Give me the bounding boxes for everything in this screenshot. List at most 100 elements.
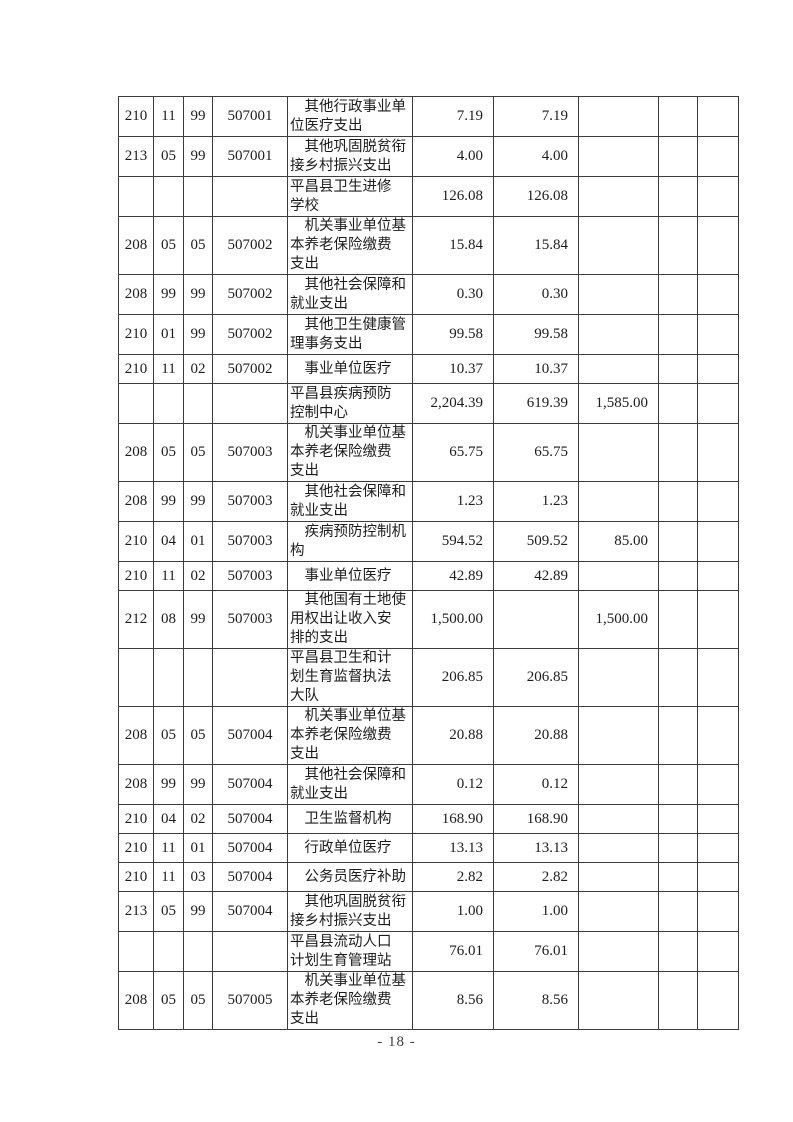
budget-table: 210 11 99 507001 其他行政事业单 位医疗支出 7.19 7.19 213 05…	[118, 96, 739, 1030]
cell-code-4: 507004	[212, 764, 288, 805]
page-number: - 18 -	[377, 1034, 416, 1050]
cell-description: 机关事业单位基 本养老保险缴费 支出	[287, 423, 413, 482]
cell-description: 机关事业单位基 本养老保险缴费 支出	[287, 216, 413, 275]
cell-blank-2	[697, 764, 739, 805]
cell-code-1: 210	[118, 96, 154, 137]
cell-code-1: 208	[118, 481, 154, 522]
table-row: 210 11 02 507002 事业单位医疗 10.37 10.37	[118, 354, 739, 384]
cell-code-4: 507003	[212, 590, 288, 649]
cell-amount-1: 42.89	[412, 561, 494, 591]
cell-amount-3	[578, 274, 659, 315]
table-row: 208 05 05 507002 机关事业单位基 本养老保险缴费 支出 15.84 15.…	[118, 216, 739, 275]
cell-amount-2: 509.52	[493, 521, 579, 562]
cell-code-4: 507004	[212, 706, 288, 765]
cell-code-4	[212, 931, 288, 972]
cell-amount-2: 15.84	[493, 216, 579, 275]
cell-blank-2	[697, 561, 739, 591]
cell-amount-2: 619.39	[493, 383, 579, 424]
cell-code-2	[153, 648, 184, 707]
cell-code-1: 210	[118, 314, 154, 355]
cell-amount-2: 76.01	[493, 931, 579, 972]
table-row: 210 11 01 507004 行政单位医疗 13.13 13.13	[118, 833, 739, 863]
cell-code-1: 213	[118, 891, 154, 932]
cell-amount-2: 1.00	[493, 891, 579, 932]
cell-amount-2: 42.89	[493, 561, 579, 591]
cell-amount-2: 10.37	[493, 354, 579, 384]
table-row: 210 11 99 507001 其他行政事业单 位医疗支出 7.19 7.19	[118, 96, 739, 137]
cell-code-3: 99	[183, 314, 213, 355]
cell-amount-1: 1,500.00	[412, 590, 494, 649]
cell-description: 事业单位医疗	[287, 561, 413, 591]
cell-blank-1	[658, 648, 698, 707]
cell-description: 机关事业单位基 本养老保险缴费 支出	[287, 971, 413, 1030]
cell-code-4: 507002	[212, 216, 288, 275]
cell-blank-2	[697, 136, 739, 177]
cell-code-1: 210	[118, 862, 154, 892]
cell-blank-1	[658, 176, 698, 217]
cell-amount-2: 2.82	[493, 862, 579, 892]
cell-amount-2	[493, 590, 579, 649]
cell-description: 平昌县疾病预防 控制中心	[287, 383, 413, 424]
cell-code-4: 507001	[212, 96, 288, 137]
cell-code-2: 05	[153, 706, 184, 765]
cell-amount-3	[578, 971, 659, 1030]
cell-code-2: 05	[153, 136, 184, 177]
cell-amount-3: 1,585.00	[578, 383, 659, 424]
cell-code-1: 212	[118, 590, 154, 649]
cell-code-1	[118, 931, 154, 972]
cell-amount-1: 0.30	[412, 274, 494, 315]
cell-code-4	[212, 383, 288, 424]
cell-code-4: 507002	[212, 274, 288, 315]
cell-code-2: 05	[153, 891, 184, 932]
cell-amount-1: 10.37	[412, 354, 494, 384]
cell-amount-1: 4.00	[412, 136, 494, 177]
cell-code-2: 01	[153, 314, 184, 355]
cell-amount-3	[578, 561, 659, 591]
cell-blank-1	[658, 931, 698, 972]
cell-description: 其他巩固脱贫衔 接乡村振兴支出	[287, 136, 413, 177]
cell-amount-1: 13.13	[412, 833, 494, 863]
cell-description: 平昌县卫生进修 学校	[287, 176, 413, 217]
cell-amount-3	[578, 216, 659, 275]
cell-code-3: 01	[183, 833, 213, 863]
cell-code-2: 05	[153, 216, 184, 275]
cell-code-1	[118, 176, 154, 217]
cell-amount-3	[578, 891, 659, 932]
cell-amount-2: 99.58	[493, 314, 579, 355]
cell-amount-1: 20.88	[412, 706, 494, 765]
cell-description: 其他社会保障和 就业支出	[287, 481, 413, 522]
cell-amount-3	[578, 96, 659, 137]
cell-blank-2	[697, 274, 739, 315]
cell-code-1: 210	[118, 833, 154, 863]
cell-blank-2	[697, 971, 739, 1030]
cell-amount-3: 85.00	[578, 521, 659, 562]
cell-amount-2: 20.88	[493, 706, 579, 765]
cell-code-1: 208	[118, 423, 154, 482]
cell-blank-1	[658, 274, 698, 315]
cell-code-1: 208	[118, 274, 154, 315]
cell-amount-3	[578, 648, 659, 707]
cell-amount-1: 594.52	[412, 521, 494, 562]
cell-code-4: 507003	[212, 423, 288, 482]
table-row: 平昌县卫生进修 学校 126.08 126.08	[118, 176, 739, 217]
cell-blank-2	[697, 706, 739, 765]
cell-amount-1: 15.84	[412, 216, 494, 275]
cell-blank-2	[697, 176, 739, 217]
cell-blank-2	[697, 423, 739, 482]
cell-code-4: 507005	[212, 971, 288, 1030]
cell-amount-2: 168.90	[493, 804, 579, 834]
cell-amount-3: 1,500.00	[578, 590, 659, 649]
table-row: 210 01 99 507002 其他卫生健康管 理事务支出 99.58 99.58	[118, 314, 739, 355]
cell-code-2: 11	[153, 833, 184, 863]
cell-blank-1	[658, 891, 698, 932]
table-row: 213 05 99 507004 其他巩固脱贫衔 接乡村振兴支出 1.00 1.00	[118, 891, 739, 932]
cell-blank-2	[697, 481, 739, 522]
cell-blank-1	[658, 96, 698, 137]
cell-code-2: 08	[153, 590, 184, 649]
cell-blank-1	[658, 521, 698, 562]
cell-code-2	[153, 176, 184, 217]
cell-amount-2: 8.56	[493, 971, 579, 1030]
cell-code-3	[183, 648, 213, 707]
cell-code-3: 99	[183, 590, 213, 649]
